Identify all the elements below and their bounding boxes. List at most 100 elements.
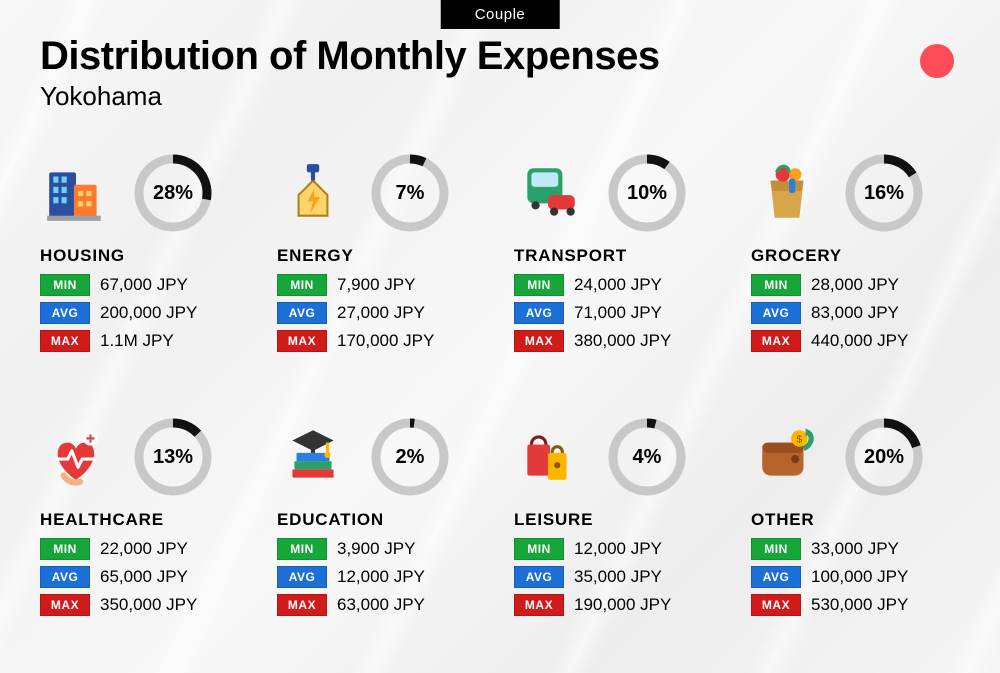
other-percent-donut: 20% — [843, 416, 925, 498]
housing-name: HOUSING — [40, 246, 249, 266]
other-max-value: 530,000 JPY — [811, 595, 908, 615]
housing-percent-label: 28% — [132, 152, 214, 234]
grocery-max-row: MAX 440,000 JPY — [751, 330, 960, 352]
transport-min-value: 24,000 JPY — [574, 275, 662, 295]
avg-badge: AVG — [751, 566, 801, 588]
education-percent-donut: 2% — [369, 416, 451, 498]
avg-badge: AVG — [751, 302, 801, 324]
education-name: EDUCATION — [277, 510, 486, 530]
transport-name: TRANSPORT — [514, 246, 723, 266]
energy-avg-value: 27,000 JPY — [337, 303, 425, 323]
transport-avg-value: 71,000 JPY — [574, 303, 662, 323]
healthcare-max-value: 350,000 JPY — [100, 595, 197, 615]
energy-icon — [277, 157, 349, 229]
energy-percent-donut: 7% — [369, 152, 451, 234]
leisure-max-value: 190,000 JPY — [574, 595, 671, 615]
grocery-name: GROCERY — [751, 246, 960, 266]
healthcare-percent-label: 13% — [132, 416, 214, 498]
header: Distribution of Monthly Expenses Yokoham… — [40, 34, 660, 112]
education-min-value: 3,900 JPY — [337, 539, 415, 559]
education-min-row: MIN 3,900 JPY — [277, 538, 486, 560]
transport-max-value: 380,000 JPY — [574, 331, 671, 351]
min-badge: MIN — [751, 274, 801, 296]
housing-min-value: 67,000 JPY — [100, 275, 188, 295]
expense-grid: 28% HOUSING MIN 67,000 JPY AVG 200,000 J… — [40, 150, 960, 622]
avg-badge: AVG — [40, 302, 90, 324]
leisure-avg-value: 35,000 JPY — [574, 567, 662, 587]
min-badge: MIN — [40, 274, 90, 296]
svg-text:$: $ — [797, 435, 803, 446]
education-icon — [277, 421, 349, 493]
max-badge: MAX — [277, 594, 327, 616]
healthcare-avg-row: AVG 65,000 JPY — [40, 566, 249, 588]
housing-avg-row: AVG 200,000 JPY — [40, 302, 249, 324]
healthcare-percent-donut: 13% — [132, 416, 214, 498]
max-badge: MAX — [751, 330, 801, 352]
transport-percent-donut: 10% — [606, 152, 688, 234]
education-avg-row: AVG 12,000 JPY — [277, 566, 486, 588]
healthcare-min-row: MIN 22,000 JPY — [40, 538, 249, 560]
transport-percent-label: 10% — [606, 152, 688, 234]
other-icon: $ — [751, 421, 823, 493]
household-type-badge: Couple — [441, 0, 560, 29]
expense-card-other: $ 20% OTHER MIN 33,000 JPY AVG 100,000 J… — [751, 414, 960, 622]
grocery-min-row: MIN 28,000 JPY — [751, 274, 960, 296]
expense-card-leisure: 4% LEISURE MIN 12,000 JPY AVG 35,000 JPY… — [514, 414, 723, 622]
healthcare-icon — [40, 421, 112, 493]
expense-card-housing: 28% HOUSING MIN 67,000 JPY AVG 200,000 J… — [40, 150, 249, 358]
city-subtitle: Yokohama — [40, 81, 660, 112]
leisure-min-value: 12,000 JPY — [574, 539, 662, 559]
healthcare-min-value: 22,000 JPY — [100, 539, 188, 559]
leisure-percent-label: 4% — [606, 416, 688, 498]
energy-min-value: 7,900 JPY — [337, 275, 415, 295]
grocery-percent-label: 16% — [843, 152, 925, 234]
education-avg-value: 12,000 JPY — [337, 567, 425, 587]
leisure-name: LEISURE — [514, 510, 723, 530]
max-badge: MAX — [514, 594, 564, 616]
avg-badge: AVG — [514, 566, 564, 588]
housing-avg-value: 200,000 JPY — [100, 303, 197, 323]
transport-icon — [514, 157, 586, 229]
other-name: OTHER — [751, 510, 960, 530]
transport-min-row: MIN 24,000 JPY — [514, 274, 723, 296]
other-min-value: 33,000 JPY — [811, 539, 899, 559]
max-badge: MAX — [40, 594, 90, 616]
avg-badge: AVG — [277, 302, 327, 324]
energy-min-row: MIN 7,900 JPY — [277, 274, 486, 296]
energy-avg-row: AVG 27,000 JPY — [277, 302, 486, 324]
min-badge: MIN — [277, 274, 327, 296]
healthcare-name: HEALTHCARE — [40, 510, 249, 530]
min-badge: MIN — [751, 538, 801, 560]
max-badge: MAX — [40, 330, 90, 352]
leisure-icon — [514, 421, 586, 493]
expense-card-grocery: 16% GROCERY MIN 28,000 JPY AVG 83,000 JP… — [751, 150, 960, 358]
max-badge: MAX — [514, 330, 564, 352]
expense-card-energy: 7% ENERGY MIN 7,900 JPY AVG 27,000 JPY M… — [277, 150, 486, 358]
leisure-avg-row: AVG 35,000 JPY — [514, 566, 723, 588]
max-badge: MAX — [277, 330, 327, 352]
min-badge: MIN — [277, 538, 327, 560]
energy-max-value: 170,000 JPY — [337, 331, 434, 351]
housing-max-row: MAX 1.1M JPY — [40, 330, 249, 352]
grocery-avg-row: AVG 83,000 JPY — [751, 302, 960, 324]
grocery-max-value: 440,000 JPY — [811, 331, 908, 351]
education-max-row: MAX 63,000 JPY — [277, 594, 486, 616]
avg-badge: AVG — [40, 566, 90, 588]
healthcare-max-row: MAX 350,000 JPY — [40, 594, 249, 616]
housing-icon — [40, 157, 112, 229]
education-max-value: 63,000 JPY — [337, 595, 425, 615]
energy-percent-label: 7% — [369, 152, 451, 234]
leisure-min-row: MIN 12,000 JPY — [514, 538, 723, 560]
grocery-icon — [751, 157, 823, 229]
transport-avg-row: AVG 71,000 JPY — [514, 302, 723, 324]
expense-card-healthcare: 13% HEALTHCARE MIN 22,000 JPY AVG 65,000… — [40, 414, 249, 622]
other-avg-value: 100,000 JPY — [811, 567, 908, 587]
energy-max-row: MAX 170,000 JPY — [277, 330, 486, 352]
max-badge: MAX — [751, 594, 801, 616]
expense-card-transport: 10% TRANSPORT MIN 24,000 JPY AVG 71,000 … — [514, 150, 723, 358]
min-badge: MIN — [40, 538, 90, 560]
avg-badge: AVG — [514, 302, 564, 324]
page-title: Distribution of Monthly Expenses — [40, 34, 660, 79]
grocery-percent-donut: 16% — [843, 152, 925, 234]
other-avg-row: AVG 100,000 JPY — [751, 566, 960, 588]
